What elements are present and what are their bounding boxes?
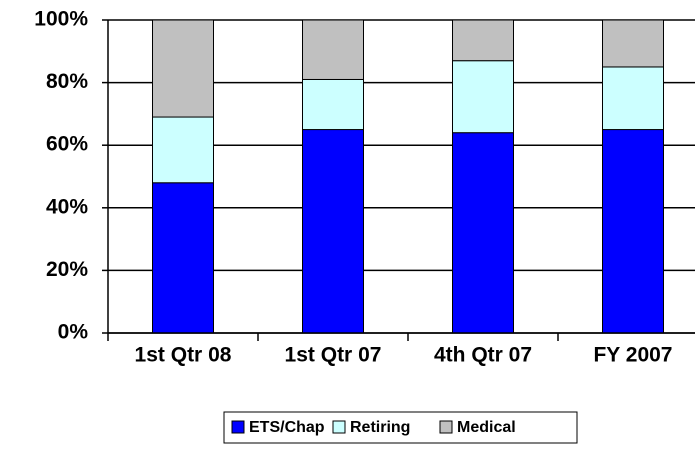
bar-segment bbox=[152, 19, 214, 118]
legend-swatch bbox=[439, 420, 453, 434]
legend-label: Medical bbox=[457, 419, 516, 436]
bar-segment bbox=[452, 132, 514, 334]
legend-label: ETS/Chap bbox=[249, 419, 325, 436]
legend-label: Retiring bbox=[350, 419, 410, 436]
y-tick-label: 0% bbox=[58, 321, 89, 344]
bar-segment bbox=[152, 116, 214, 184]
legend-swatch bbox=[231, 420, 245, 434]
x-tick-label: FY 2007 bbox=[593, 344, 672, 367]
bar-segment bbox=[152, 182, 214, 334]
bar-segment bbox=[602, 66, 664, 131]
bar-segment bbox=[302, 19, 364, 80]
bar-segment bbox=[602, 129, 664, 334]
x-tick-label: 4th Qtr 07 bbox=[434, 344, 532, 367]
y-tick-label: 60% bbox=[46, 133, 88, 156]
y-tick-label: 40% bbox=[46, 195, 88, 218]
y-tick-label: 100% bbox=[34, 8, 88, 31]
y-tick-label: 80% bbox=[46, 70, 88, 93]
legend-box bbox=[223, 411, 578, 444]
legend-swatch bbox=[332, 420, 346, 434]
bar-segment bbox=[302, 129, 364, 334]
bar-segment bbox=[602, 19, 664, 68]
bar-segment bbox=[452, 19, 514, 62]
bar-segment bbox=[302, 78, 364, 131]
x-tick-label: 1st Qtr 08 bbox=[135, 344, 232, 367]
x-tick-label: 1st Qtr 07 bbox=[285, 344, 382, 367]
bar-segment bbox=[452, 60, 514, 134]
y-tick-label: 20% bbox=[46, 258, 88, 281]
